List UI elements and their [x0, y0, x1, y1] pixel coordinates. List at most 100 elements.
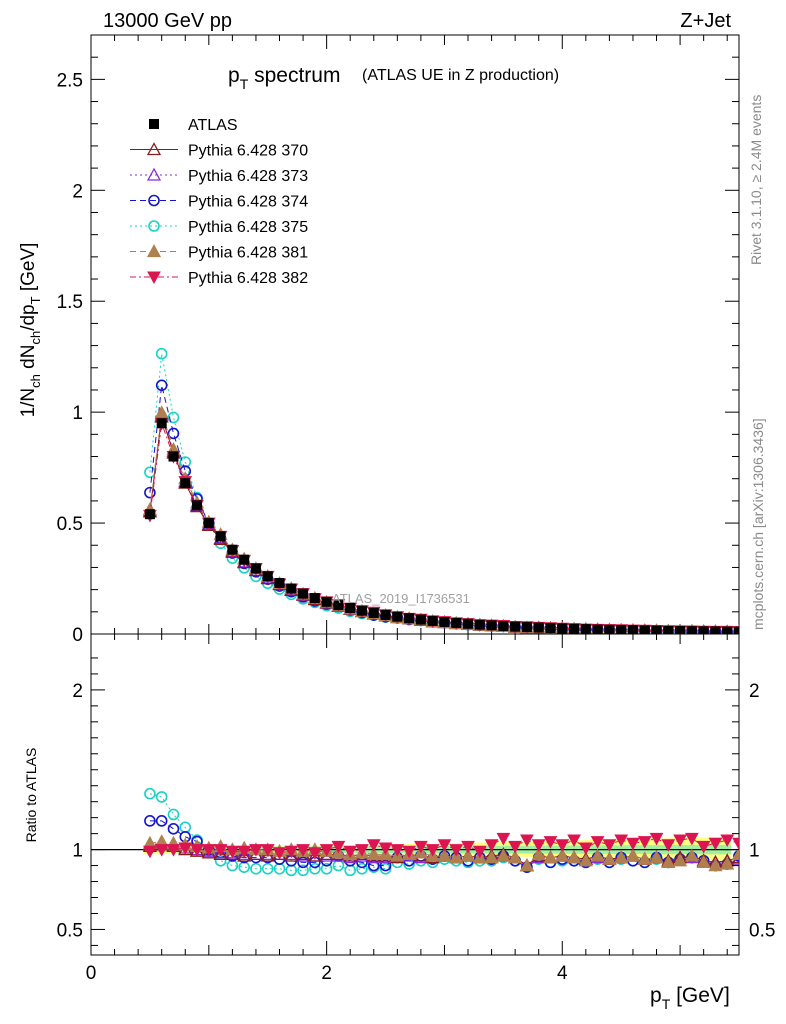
- ratio-point-p382: [143, 845, 157, 859]
- ratio-point-p382: [661, 839, 676, 852]
- analysis-watermark: ATLAS_2019_I1736531: [332, 591, 470, 606]
- point-atlas: [451, 617, 462, 628]
- ratio-point-p382: [732, 837, 739, 851]
- ratio-point-p381: [661, 855, 676, 869]
- point-atlas: [250, 563, 261, 574]
- ratio-point-p382: [166, 844, 181, 857]
- point-atlas: [427, 615, 438, 626]
- point-atlas: [604, 624, 615, 634]
- ratio-point-p370: [260, 848, 275, 862]
- point-atlas: [368, 607, 379, 618]
- ratio-point-p382: [649, 832, 664, 846]
- point-p374: [155, 379, 168, 392]
- legend-marker: [146, 244, 162, 258]
- ratio-point-p382: [496, 832, 511, 846]
- ratio-point-p382: [567, 834, 581, 848]
- ratio-point-p382: [626, 837, 640, 851]
- ratio-point-p381: [484, 850, 499, 864]
- spectrum-panel: 0 0.5 1 1.5 2 2.5 ATLAS Pythia 6.428 370 Pythia …: [57, 34, 740, 646]
- process-label: Z+Jet: [680, 10, 731, 32]
- legend-label: Pythia 6.428 381: [188, 245, 308, 262]
- ratio-point-p370: [307, 848, 322, 862]
- point-atlas: [474, 619, 485, 630]
- ytick-label: 2: [72, 181, 83, 202]
- ratio-point-p382: [249, 844, 263, 857]
- ratio-point-p382: [696, 840, 711, 854]
- ratio-point-p381: [672, 853, 688, 867]
- ratio-point-p382: [520, 834, 534, 848]
- ytick-label: 1.5: [57, 292, 83, 313]
- ratio-point-p381: [602, 851, 617, 865]
- ratio-point-p382: [154, 844, 169, 857]
- ratio-point-p381: [508, 850, 523, 864]
- legend-marker: [148, 194, 160, 207]
- legend-item: Pythia 6.428 373: [130, 167, 308, 185]
- point-atlas: [663, 625, 674, 634]
- ratio-point-p382: [225, 845, 240, 859]
- point-atlas: [144, 509, 155, 520]
- legend-marker-atlas: [149, 119, 159, 129]
- ratio-data: [91, 787, 739, 877]
- ratio-point-p382: [590, 836, 605, 849]
- point-atlas: [380, 609, 391, 620]
- point-atlas: [639, 625, 650, 634]
- legend-marker: [147, 271, 161, 285]
- ratio-panel: 0.5 0.5 1 1 2 2 0 2 4: [57, 633, 775, 984]
- ratio-point-p382: [390, 844, 405, 857]
- ratio-point-p375: [320, 862, 333, 875]
- ratio-point-p375: [167, 808, 180, 821]
- point-atlas: [734, 626, 739, 634]
- ratio-point-p374: [144, 815, 156, 827]
- point-atlas: [392, 611, 403, 622]
- point-atlas: [439, 617, 450, 628]
- legend-item: Pythia 6.428 382: [130, 270, 308, 287]
- ratio-point-p382: [720, 834, 735, 848]
- source-info: mcplots.cern.ch [arXiv:1306.3436]: [750, 418, 766, 630]
- point-atlas: [627, 625, 638, 634]
- ratio-point-p382: [437, 839, 452, 852]
- ratio-point-p375: [356, 862, 368, 875]
- legend-label: Pythia 6.428 370: [188, 143, 308, 160]
- ratio-point-p382: [272, 847, 287, 860]
- ratio-point-p381: [449, 850, 464, 864]
- ratio-point-p382: [508, 840, 522, 854]
- ytick-label: 0.5: [57, 514, 83, 535]
- ratio-point-p381: [625, 848, 641, 862]
- ratio-point-p382: [366, 839, 381, 852]
- ratio-point-p381: [614, 850, 629, 864]
- legend-item: Pythia 6.428 374: [130, 194, 308, 211]
- top-ylabel: 1/Nch dNch/dpT [GeV]: [18, 243, 43, 418]
- ratio-point-p381: [578, 853, 593, 867]
- ratio-point-p381: [708, 858, 723, 872]
- point-atlas: [722, 626, 733, 634]
- ratio-point-p382: [637, 836, 652, 849]
- xlabel: pT [GeV]: [650, 984, 730, 1012]
- ratio-point-p374: [167, 823, 180, 835]
- point-atlas: [415, 614, 426, 625]
- ratio-point-p370: [284, 848, 299, 862]
- ratio-point-p373: [237, 847, 252, 861]
- xtick-label: 0: [86, 963, 97, 984]
- ratio-ytick-label: 0.5: [57, 920, 83, 941]
- point-atlas: [521, 622, 532, 633]
- ratio-point-p382: [260, 844, 275, 857]
- ratio-point-p375: [297, 864, 309, 877]
- energy-label: 13000 GeV pp: [103, 10, 232, 32]
- legend: ATLAS Pythia 6.428 370 Pythia 6.428 373 Pyt…: [130, 117, 308, 287]
- point-p375: [155, 347, 168, 360]
- point-p375: [179, 456, 192, 468]
- ratio-point-p375: [250, 862, 262, 875]
- point-atlas: [569, 623, 580, 634]
- point-atlas: [698, 626, 709, 634]
- ratio-point-p382: [472, 845, 487, 859]
- ratio-point-p370: [237, 848, 252, 862]
- point-atlas: [215, 531, 226, 542]
- ytick-label: 1: [72, 403, 83, 424]
- ratio-point-p381: [684, 848, 699, 862]
- ratio-point-p382: [319, 844, 334, 857]
- ratio-point-p370: [213, 847, 228, 861]
- ratio-ytick-label-right: 2: [749, 681, 760, 702]
- ratio-point-p375: [379, 862, 392, 875]
- svg-text:1/Nch dNch/dpT [GeV]: 1/Nch dNch/dpT [GeV]: [18, 243, 43, 418]
- point-atlas: [239, 554, 250, 565]
